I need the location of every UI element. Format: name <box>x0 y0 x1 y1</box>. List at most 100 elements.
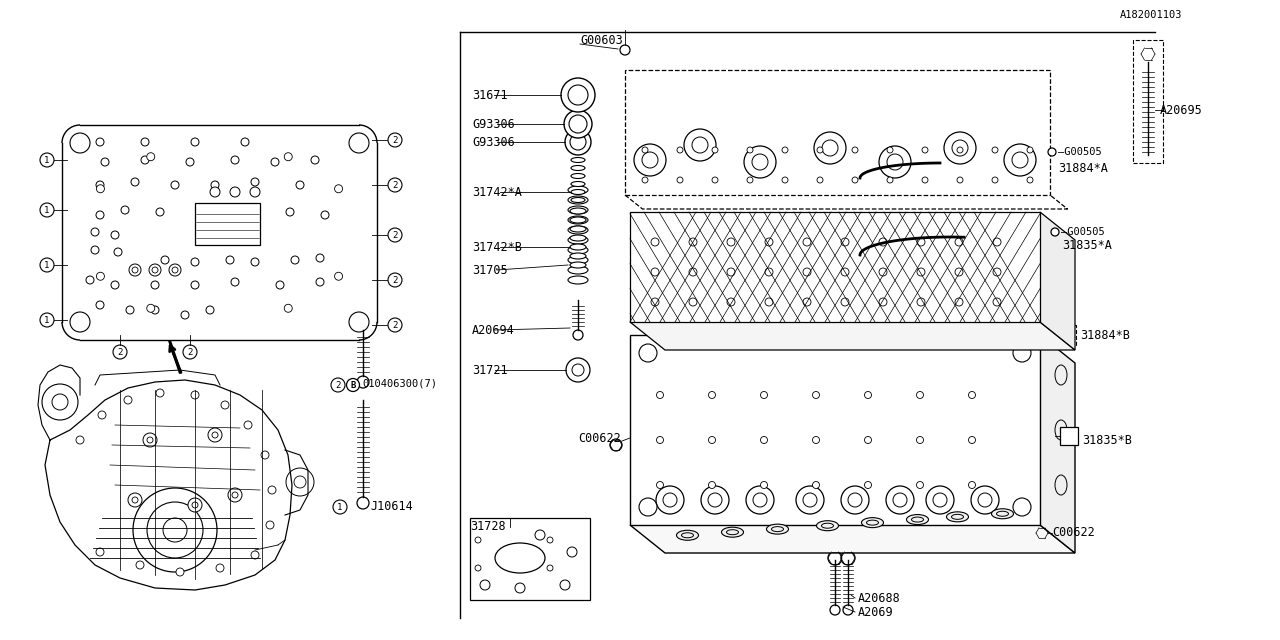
Circle shape <box>188 498 202 512</box>
Text: 2: 2 <box>335 381 340 390</box>
Circle shape <box>156 389 164 397</box>
Ellipse shape <box>568 186 588 194</box>
Circle shape <box>347 378 360 392</box>
Circle shape <box>388 273 402 287</box>
Circle shape <box>216 564 224 572</box>
Circle shape <box>957 147 963 153</box>
Circle shape <box>852 147 858 153</box>
Text: 2: 2 <box>187 348 193 356</box>
Circle shape <box>957 177 963 183</box>
Circle shape <box>803 298 812 306</box>
Text: 31705: 31705 <box>472 264 508 276</box>
Circle shape <box>96 301 104 309</box>
Ellipse shape <box>570 217 586 223</box>
Ellipse shape <box>568 266 588 274</box>
Circle shape <box>727 268 735 276</box>
Circle shape <box>228 488 242 502</box>
Circle shape <box>620 45 630 55</box>
Ellipse shape <box>1055 420 1068 440</box>
Circle shape <box>945 132 977 164</box>
Circle shape <box>177 568 184 576</box>
Circle shape <box>643 147 648 153</box>
Circle shape <box>916 392 923 399</box>
Circle shape <box>841 238 849 246</box>
Circle shape <box>261 451 269 459</box>
Circle shape <box>186 158 195 166</box>
Circle shape <box>480 580 490 590</box>
Circle shape <box>813 481 819 488</box>
Circle shape <box>753 154 768 170</box>
Circle shape <box>841 298 849 306</box>
Circle shape <box>210 187 220 197</box>
Circle shape <box>101 158 109 166</box>
Circle shape <box>180 311 189 319</box>
Ellipse shape <box>722 527 744 537</box>
Circle shape <box>992 177 998 183</box>
Circle shape <box>652 298 659 306</box>
Circle shape <box>96 138 104 146</box>
Text: 31721: 31721 <box>472 364 508 376</box>
Circle shape <box>388 178 402 192</box>
Ellipse shape <box>772 527 783 532</box>
Text: 2: 2 <box>392 321 398 330</box>
Circle shape <box>285 468 314 496</box>
Circle shape <box>639 344 657 362</box>
Ellipse shape <box>997 511 1009 516</box>
Circle shape <box>332 378 346 392</box>
Circle shape <box>143 433 157 447</box>
Ellipse shape <box>1055 365 1068 385</box>
Ellipse shape <box>568 276 588 284</box>
Ellipse shape <box>571 198 585 202</box>
Circle shape <box>852 177 858 183</box>
Circle shape <box>52 394 68 410</box>
Ellipse shape <box>571 157 585 163</box>
Circle shape <box>712 177 718 183</box>
Circle shape <box>132 497 138 503</box>
Circle shape <box>922 147 928 153</box>
Circle shape <box>161 256 169 264</box>
Circle shape <box>765 298 773 306</box>
Bar <box>195 203 260 245</box>
Text: 1: 1 <box>338 502 343 511</box>
Ellipse shape <box>677 531 699 540</box>
Circle shape <box>879 268 887 276</box>
Circle shape <box>151 281 159 289</box>
Ellipse shape <box>568 216 588 224</box>
Circle shape <box>250 187 260 197</box>
Circle shape <box>388 133 402 147</box>
Circle shape <box>40 153 54 167</box>
Circle shape <box>285 208 294 216</box>
Text: 31728: 31728 <box>470 520 506 534</box>
Circle shape <box>814 132 846 164</box>
Circle shape <box>334 185 343 193</box>
Ellipse shape <box>1055 475 1068 495</box>
Circle shape <box>475 565 481 571</box>
Circle shape <box>241 211 250 219</box>
Ellipse shape <box>681 532 694 538</box>
Circle shape <box>709 481 716 488</box>
Circle shape <box>128 493 142 507</box>
Ellipse shape <box>861 518 883 527</box>
Circle shape <box>886 486 914 514</box>
Polygon shape <box>1039 335 1075 553</box>
Circle shape <box>887 177 893 183</box>
Circle shape <box>191 391 198 399</box>
Text: 31884*A: 31884*A <box>1059 161 1108 175</box>
Circle shape <box>753 493 767 507</box>
Circle shape <box>244 421 252 429</box>
Circle shape <box>148 264 161 276</box>
Circle shape <box>972 486 998 514</box>
Polygon shape <box>630 212 1039 322</box>
Circle shape <box>211 181 219 189</box>
Circle shape <box>388 228 402 242</box>
Circle shape <box>1048 148 1056 156</box>
Circle shape <box>887 154 902 170</box>
Ellipse shape <box>568 256 588 264</box>
Text: A20688: A20688 <box>858 591 901 605</box>
Circle shape <box>993 298 1001 306</box>
Circle shape <box>191 138 198 146</box>
Circle shape <box>657 436 663 444</box>
Circle shape <box>311 156 319 164</box>
Ellipse shape <box>570 208 586 214</box>
Ellipse shape <box>568 236 588 244</box>
